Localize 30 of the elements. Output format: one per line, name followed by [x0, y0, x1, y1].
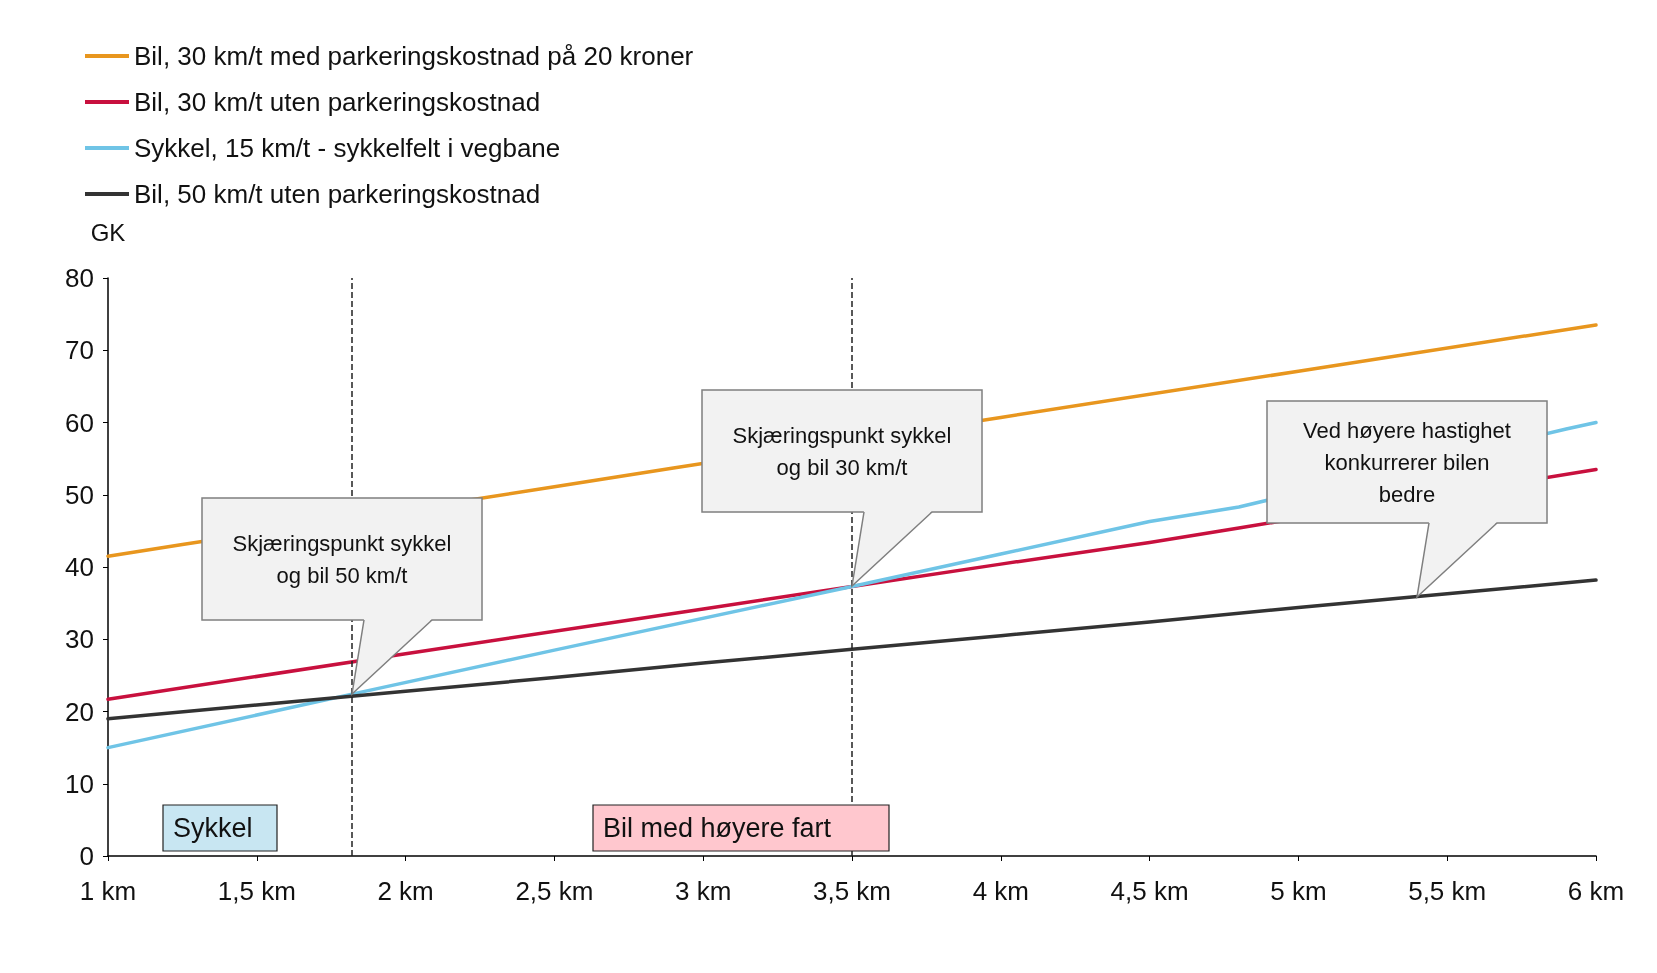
y-tick-label: 30: [65, 624, 94, 655]
x-tick-label: 5 km: [1270, 876, 1327, 906]
y-tick-label: 60: [65, 407, 94, 438]
y-tick-label: 50: [65, 479, 94, 510]
x-tick-label: 2 km: [377, 876, 434, 906]
legend-label: Sykkel, 15 km/t - sykkelfelt i vegbane: [134, 133, 561, 163]
annotation: Skjæringspunkt sykkel og bil 50 km/t: [232, 531, 452, 588]
y-tick-label: 70: [65, 335, 94, 366]
x-tick-label: 6 km: [1567, 876, 1625, 906]
annotation: Skjæringspunkt sykkel og bil 30 km/t: [732, 423, 952, 480]
legend-label: Bil, 30 km/t med parkeringskostnad på 20 kroner: [134, 41, 694, 71]
x-tick-label: 5,5 km: [1408, 876, 1487, 906]
legend-label: Bil, 50 km/t uten parkeringskostnad: [134, 179, 541, 209]
annotation: Sykkel: [173, 813, 253, 843]
x-tick-label: 4 km: [972, 876, 1029, 906]
annotation: Ved høyere hastighet konkurrerer bilen bedre: [1303, 418, 1511, 507]
y-tick-label: 80: [65, 263, 94, 293]
y-tick-label: 0: [79, 841, 94, 871]
y-tick-label: 40: [65, 552, 94, 582]
x-tick-label: 4,5 km: [1110, 876, 1189, 906]
x-tick-label: 3,5 km: [812, 876, 892, 906]
annotation: Bil med høyere fart: [603, 813, 832, 843]
x-tick-label: 2,5 km: [515, 876, 594, 906]
y-axis-title: GK: [90, 218, 126, 246]
x-tick-label: 1,5 km: [217, 876, 296, 906]
legend-label: Bil, 30 km/t uten parkeringskostnad: [134, 87, 541, 117]
x-tick-label: 1 km: [79, 876, 137, 906]
y-tick-label: 20: [65, 696, 94, 727]
y-tick-label: 10: [65, 768, 94, 799]
x-tick-label: 3 km: [675, 876, 732, 906]
